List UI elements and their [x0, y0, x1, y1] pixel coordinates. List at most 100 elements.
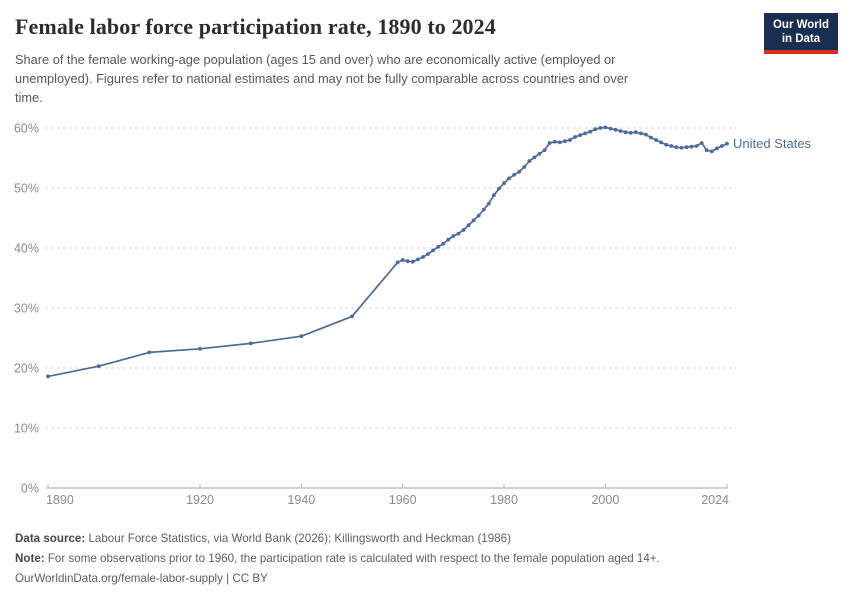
data-point: [537, 151, 542, 156]
data-point: [593, 127, 598, 132]
data-point: [689, 144, 694, 149]
data-point: [694, 144, 699, 148]
data-point: [299, 334, 304, 339]
data-point: [502, 181, 506, 186]
data-point: [623, 130, 628, 135]
data-point: [456, 231, 461, 236]
data-point: [720, 144, 724, 148]
data-point: [639, 131, 643, 136]
chart-subtitle: Share of the female working-age populati…: [15, 50, 755, 107]
data-point: [492, 193, 496, 198]
footer-citation-link[interactable]: OurWorldinData.org/female-labor-supply |…: [15, 572, 268, 585]
y-tick-label: 50%: [14, 182, 39, 196]
data-point: [633, 130, 638, 135]
data-point: [527, 159, 532, 163]
x-tick-label: 1980: [490, 493, 518, 507]
series-entity-label[interactable]: United States: [733, 136, 812, 151]
data-point: [451, 234, 456, 238]
data-series-line: [47, 126, 728, 378]
data-point: [147, 350, 152, 355]
note-line: Note: For some observations prior to 196…: [15, 549, 835, 569]
data-point: [588, 129, 593, 134]
data-point: [400, 258, 405, 262]
y-tick-label: 40%: [14, 242, 39, 256]
chart-title: Female labor force participation rate, 1…: [15, 14, 496, 39]
data-point: [608, 126, 613, 131]
data-point: [557, 140, 562, 145]
owid-logo-line2: in Data: [781, 33, 821, 45]
owid-logo-line1: Our World: [772, 19, 829, 31]
x-tick-label: 1920: [186, 493, 214, 507]
data-point: [669, 144, 674, 148]
data-point: [421, 255, 425, 259]
data-point: [654, 138, 658, 142]
data-point: [517, 169, 522, 174]
data-point: [563, 139, 567, 144]
data-source-text: Labour Force Statistics, via World Bank …: [85, 532, 511, 545]
data-point: [542, 148, 547, 153]
data-point: [476, 213, 481, 218]
data-point: [522, 165, 527, 169]
data-point: [426, 252, 430, 256]
data-point: [248, 341, 253, 346]
data-point: [583, 131, 587, 136]
y-tick-label: 30%: [14, 302, 39, 316]
data-point: [395, 260, 400, 265]
y-tick-label: 60%: [14, 122, 39, 136]
data-point: [699, 141, 704, 145]
data-source-label: Data source:: [15, 532, 86, 545]
data-point: [416, 257, 420, 262]
data-point: [725, 141, 729, 146]
y-tick-label: 0%: [21, 482, 39, 496]
data-point: [547, 141, 552, 145]
note-label: Note:: [15, 552, 45, 565]
data-point: [446, 237, 451, 242]
data-point: [578, 133, 582, 138]
data-point: [481, 207, 486, 212]
data-point: [704, 148, 709, 153]
data-point: [568, 138, 572, 142]
data-point: [436, 244, 441, 249]
data-point: [684, 145, 689, 150]
owid-logo[interactable]: Our World in Data: [763, 13, 838, 54]
data-point: [46, 374, 50, 379]
x-tick-label: 1940: [287, 493, 315, 507]
data-point: [715, 146, 719, 151]
y-tick-label: 10%: [14, 422, 39, 436]
data-point: [198, 346, 202, 351]
subtitle-line: Share of the female working-age populati…: [15, 52, 616, 67]
data-point: [431, 248, 435, 253]
data-point: [507, 176, 511, 181]
data-point: [679, 145, 684, 150]
data-point: [664, 142, 669, 147]
chart-footer: Data source: Labour Force Statistics, vi…: [15, 529, 835, 589]
data-point: [649, 135, 653, 140]
data-point: [618, 129, 623, 133]
data-point: [405, 259, 410, 264]
data-point: [497, 186, 501, 191]
data-point: [461, 228, 466, 232]
data-point: [598, 126, 603, 130]
note-text: For some observations prior to 1960, the…: [44, 552, 660, 565]
x-tick-label: 2024: [701, 493, 729, 507]
data-point: [674, 145, 679, 150]
chart-header: Female labor force participation rate, 1…: [15, 14, 755, 107]
data-point: [350, 314, 354, 319]
data-point: [410, 259, 415, 264]
x-tick-label: 1890: [46, 493, 74, 507]
data-point: [628, 130, 633, 135]
data-point: [441, 241, 446, 246]
data-point: [466, 223, 471, 228]
y-tick-label: 20%: [14, 362, 39, 376]
data-point: [471, 218, 476, 223]
data-point: [532, 155, 537, 160]
data-source-line: Data source: Labour Force Statistics, vi…: [15, 529, 835, 549]
data-point: [709, 149, 714, 154]
data-point: [552, 139, 557, 144]
data-point: [96, 364, 101, 369]
x-tick-label: 2000: [591, 493, 619, 507]
x-tick-label: 1960: [389, 493, 417, 507]
data-point: [613, 127, 618, 132]
